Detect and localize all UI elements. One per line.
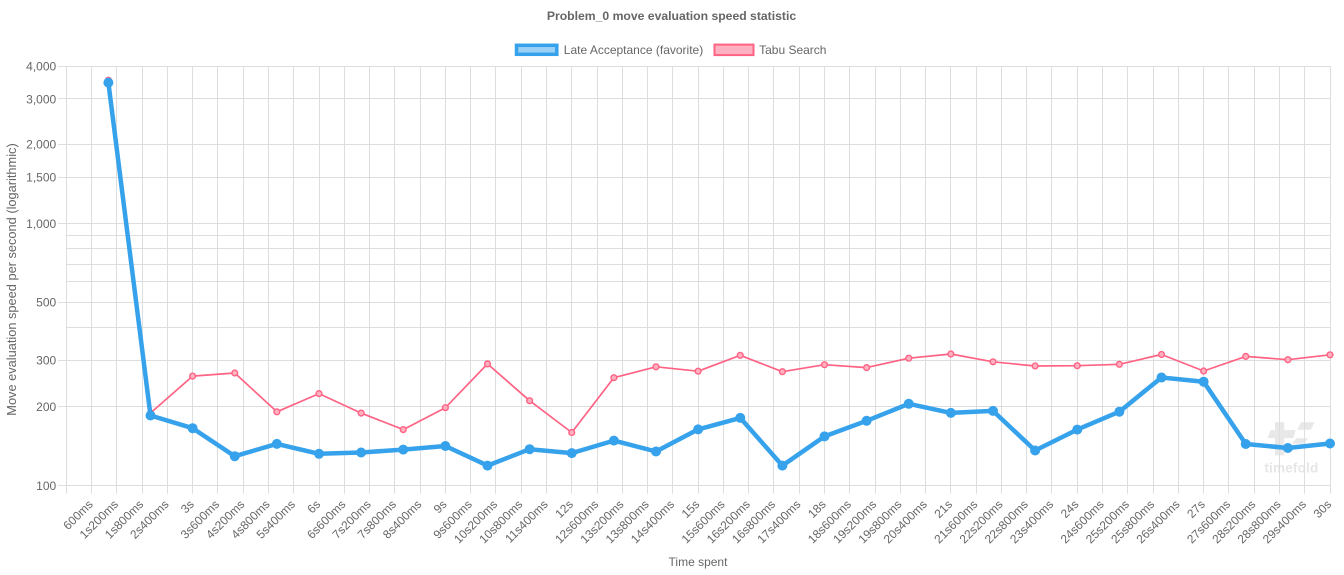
svg-text:Problem_0 move evaluation spee: Problem_0 move evaluation speed statisti…: [547, 9, 796, 23]
svg-text:1,500: 1,500: [26, 171, 56, 185]
svg-text:4,000: 4,000: [26, 60, 56, 74]
svg-text:Late Acceptance (favorite): Late Acceptance (favorite): [564, 43, 703, 57]
svg-text:200: 200: [36, 400, 56, 414]
svg-text:500: 500: [36, 296, 56, 310]
svg-text:Tabu Search: Tabu Search: [759, 43, 826, 57]
svg-text:Move evaluation speed per seco: Move evaluation speed per second (logari…: [4, 143, 19, 415]
svg-text:3,000: 3,000: [26, 92, 56, 106]
svg-text:1,000: 1,000: [26, 217, 56, 231]
svg-text:300: 300: [36, 354, 56, 368]
svg-text:2,000: 2,000: [26, 138, 56, 152]
svg-text:timefold: timefold: [1264, 461, 1318, 476]
svg-text:Time spent: Time spent: [669, 555, 729, 569]
svg-text:100: 100: [36, 479, 56, 493]
